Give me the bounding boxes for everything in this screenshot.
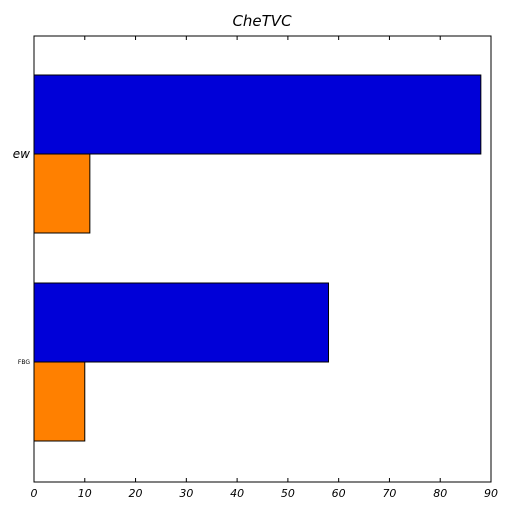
bar-fbg-series-2: [33, 361, 86, 442]
x-tick-label: 60: [332, 487, 346, 500]
plot-frame: [33, 35, 492, 483]
x-tick-label: 90: [484, 487, 498, 500]
y-tick-label-ew: ew: [13, 147, 30, 161]
chart-title: CheTVC: [232, 12, 292, 30]
x-tick-label: 10: [78, 487, 92, 500]
x-axis: 0 10 20 30 40 50 60 70 80 90: [31, 36, 498, 500]
x-tick-label: 70: [382, 487, 396, 500]
bar-ew-series-1: [33, 74, 482, 155]
bar-ew-series-2: [33, 153, 91, 234]
y-tick-label-fbg: FBG: [18, 359, 30, 366]
y-axis: ew FBG: [13, 147, 31, 366]
bar-fbg-series-1: [33, 282, 330, 363]
x-tick-label: 40: [230, 487, 244, 500]
x-tick-label: 30: [179, 487, 193, 500]
x-tick-label: 50: [281, 487, 295, 500]
x-tick-label: 20: [129, 487, 143, 500]
bars-group: [33, 74, 482, 442]
x-tick-label: 0: [31, 487, 38, 500]
x-tick-label: 80: [433, 487, 447, 500]
